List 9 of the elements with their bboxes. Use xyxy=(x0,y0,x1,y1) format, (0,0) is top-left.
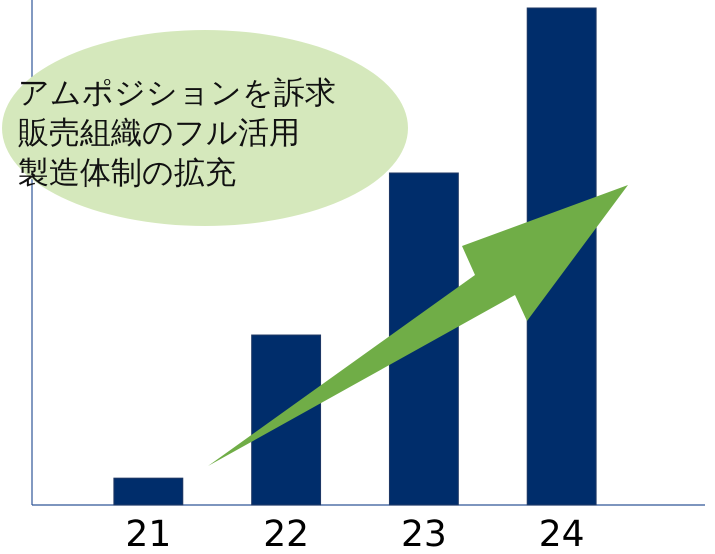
annotation: 販売組織のフル活用 xyxy=(18,115,300,151)
x-tick-label: 23 xyxy=(400,514,447,554)
x-tick-label: 21 xyxy=(125,514,172,554)
bar xyxy=(113,478,184,506)
annotation: アムポジションを訴求 xyxy=(18,75,336,111)
annotation: 製造体制の拡充 xyxy=(18,155,236,191)
bar xyxy=(251,334,322,506)
x-tick-label: 22 xyxy=(263,514,310,554)
x-tick-label: 24 xyxy=(538,514,585,554)
